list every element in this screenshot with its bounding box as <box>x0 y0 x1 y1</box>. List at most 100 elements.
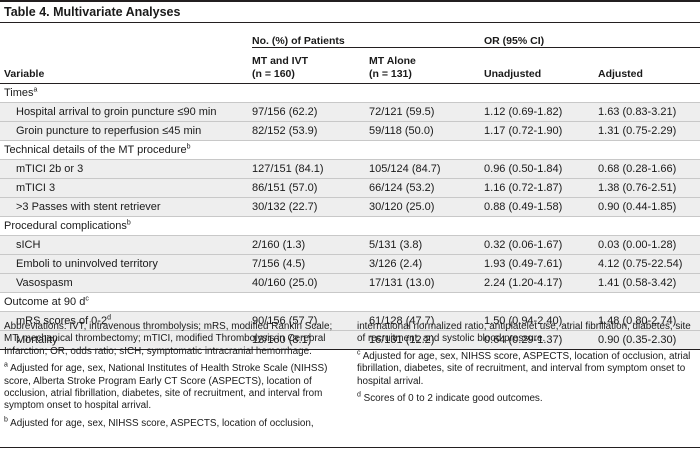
table-row: Mortality 13/160 (8.1) 16/131 (12.2) 0.64 (… <box>0 330 700 350</box>
cell-unadjusted <box>484 140 599 160</box>
section-label: Technical details of the MT procedureb <box>0 140 252 160</box>
data-table: No. (%) of Patients OR (95% CI) Variable… <box>0 23 700 350</box>
cell-adjusted: 0.68 (0.28-1.66) <box>598 159 700 179</box>
footnote-mark: a <box>33 86 38 94</box>
cell-mt-alone <box>369 292 485 312</box>
footnote-d-text: Scores of 0 to 2 indicate good outcomes. <box>363 393 543 405</box>
label-text: Times <box>4 87 34 99</box>
header-mt-alone-line1: MT Alone <box>369 55 416 67</box>
cell-unadjusted: 1.12 (0.69-1.82) <box>484 102 599 122</box>
label-text: mTICI 2b or 3 <box>16 163 84 175</box>
cell-mt-ivt: 86/151 (57.0) <box>252 178 369 198</box>
cell-mt-alone: 30/120 (25.0) <box>369 197 485 217</box>
cell-mt-alone: 105/124 (84.7) <box>369 159 485 179</box>
cell-adjusted: 1.63 (0.83-3.21) <box>598 102 700 122</box>
header-variable: Variable <box>0 47 252 84</box>
cell-unadjusted: 2.24 (1.20-4.17) <box>484 273 599 293</box>
cell-mt-ivt: 30/132 (22.7) <box>252 197 369 217</box>
row-label: Groin puncture to reperfusion ≤45 min <box>0 121 252 141</box>
section-row: Timesa <box>0 83 700 103</box>
cell-unadjusted <box>484 216 599 236</box>
row-label: Vasospasm <box>0 273 252 293</box>
table-row: Emboli to uninvolved territory 7/156 (4.5… <box>0 254 700 274</box>
footnote-c: c Adjusted for age, sex, NIHSS score, AS… <box>357 349 693 388</box>
cell-mt-ivt: 90/156 (57.7) <box>252 311 369 331</box>
footnote-abbreviations: Abbreviations: IVT, intravenous thrombol… <box>4 321 333 357</box>
cell-unadjusted: 0.32 (0.06-1.67) <box>484 235 599 255</box>
footnote-a-text: Adjusted for age, sex, National Institut… <box>4 363 328 412</box>
cell-unadjusted: 1.17 (0.72-1.90) <box>484 121 599 141</box>
cell-mt-alone: 17/131 (13.0) <box>369 273 485 293</box>
cell-unadjusted: 1.50 (0.94-2.40) <box>484 311 599 331</box>
cell-mt-ivt: 13/160 (8.1) <box>252 330 369 350</box>
cell-adjusted: 1.41 (0.58-3.42) <box>598 273 700 293</box>
label-text: Procedural complications <box>4 220 127 232</box>
section-label: Timesa <box>0 83 252 103</box>
cell-mt-alone: 5/131 (3.8) <box>369 235 485 255</box>
cell-adjusted <box>598 216 700 236</box>
cell-mt-alone <box>369 216 485 236</box>
cell-adjusted <box>598 140 700 160</box>
header-patients: No. (%) of Patients <box>252 23 485 48</box>
footnote-a: a Adjusted for age, sex, National Instit… <box>4 361 344 413</box>
table-row: mTICI 2b or 3 127/151 (84.1) 105/124 (84.7… <box>0 159 700 179</box>
table-row: Hospital arrival to groin puncture ≤90 m… <box>0 102 700 122</box>
row-label: Hospital arrival to groin puncture ≤90 m… <box>0 102 252 122</box>
header-mt-ivt: MT and IVT (n = 160) <box>252 47 369 84</box>
cell-mt-alone: 59/118 (50.0) <box>369 121 485 141</box>
footnote-mark: b <box>126 219 131 227</box>
footnote-c-text: Adjusted for age, sex, NIHSS score, ASPE… <box>357 350 691 387</box>
section-row: Procedural complicationsb <box>0 216 700 236</box>
footnotes-left-column: Abbreviations: IVT, intravenous thrombol… <box>4 321 344 435</box>
section-label: Procedural complicationsb <box>0 216 252 236</box>
cell-adjusted <box>598 83 700 103</box>
cell-mt-ivt <box>252 292 369 312</box>
header-group-row: No. (%) of Patients OR (95% CI) <box>0 23 700 48</box>
label-text: mRS scores of 0-2 <box>16 315 108 327</box>
footnote-mark: b <box>186 143 191 151</box>
footnote-a-mark: a <box>4 361 8 369</box>
table-body: Timesa Hospital arrival to groin puncture… <box>0 83 700 350</box>
cell-mt-ivt: 127/151 (84.1) <box>252 159 369 179</box>
cell-mt-ivt: 40/160 (25.0) <box>252 273 369 293</box>
label-text: >3 Passes with stent retriever <box>16 201 161 213</box>
table-row: Groin puncture to reperfusion ≤45 min 82/… <box>0 121 700 141</box>
cell-unadjusted: 0.88 (0.49-1.58) <box>484 197 599 217</box>
header-mt-alone: MT Alone (n = 131) <box>369 47 485 84</box>
label-text: Vasospasm <box>16 277 73 289</box>
cell-mt-ivt <box>252 140 369 160</box>
footnote-c-mark: c <box>357 349 361 357</box>
footnote-b-start: b Adjusted for age, sex, NIHSS score, AS… <box>4 416 344 430</box>
label-text: Emboli to uninvolved territory <box>16 258 158 270</box>
cell-mt-ivt: 82/152 (53.9) <box>252 121 369 141</box>
section-label: Outcome at 90 dc <box>0 292 252 312</box>
cell-adjusted: 4.12 (0.75-22.54) <box>598 254 700 274</box>
cell-unadjusted: 1.93 (0.49-7.61) <box>484 254 599 274</box>
section-row: Technical details of the MT procedureb <box>0 140 700 160</box>
cell-unadjusted: 0.96 (0.50-1.84) <box>484 159 599 179</box>
cell-mt-alone: 16/131 (12.2) <box>369 330 485 350</box>
cell-unadjusted <box>484 83 599 103</box>
footnote-b-text-part1: Adjusted for age, sex, NIHSS score, ASPE… <box>10 417 314 429</box>
footnote-mark: d <box>107 314 111 322</box>
header-unadjusted: Unadjusted <box>484 47 599 84</box>
section-row: Outcome at 90 dc <box>0 292 700 312</box>
row-label: mRS scores of 0-2d <box>0 311 252 331</box>
header-mt-alone-line2: (n = 131) <box>369 68 412 80</box>
cell-mt-alone: 66/124 (53.2) <box>369 178 485 198</box>
header-mt-ivt-line1: MT and IVT <box>252 55 308 67</box>
table-row: sICH 2/160 (1.3) 5/131 (3.8) 0.32 (0.06-1.6… <box>0 235 700 255</box>
cell-mt-alone <box>369 83 485 103</box>
cell-mt-ivt <box>252 83 369 103</box>
footnote-b-mark: b <box>4 416 8 424</box>
row-label: Mortality <box>0 330 252 350</box>
header-sub-row: Variable MT and IVT (n = 160) MT Alone (n … <box>0 47 700 84</box>
cell-adjusted: 0.90 (0.44-1.85) <box>598 197 700 217</box>
cell-mt-alone: 61/128 (47.7) <box>369 311 485 331</box>
table-row: Vasospasm 40/160 (25.0) 17/131 (13.0) 2.24 … <box>0 273 700 293</box>
label-text: Outcome at 90 d <box>4 296 86 308</box>
label-text: Technical details of the MT procedure <box>4 144 187 156</box>
cell-adjusted: 1.38 (0.76-2.51) <box>598 178 700 198</box>
cell-unadjusted: 0.64 (0.29-1.37) <box>484 330 599 350</box>
